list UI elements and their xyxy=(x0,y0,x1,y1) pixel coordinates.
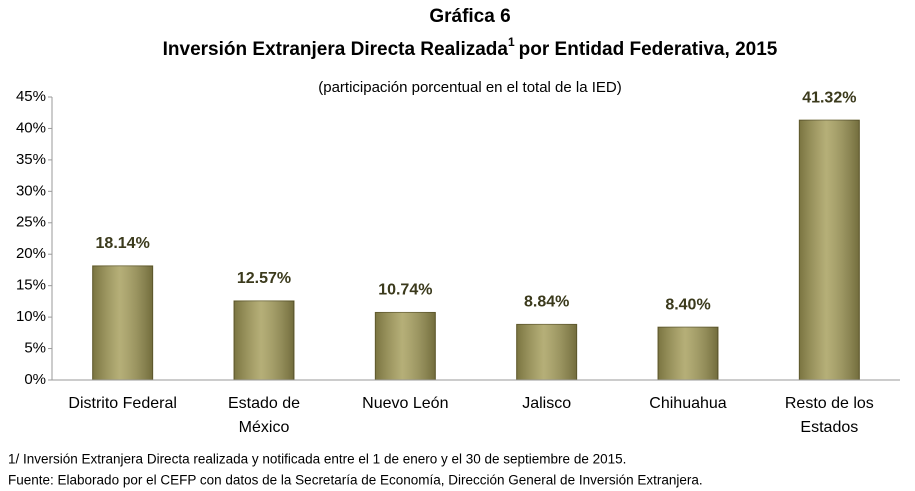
bar xyxy=(516,323,578,381)
y-tick-label: 35% xyxy=(16,151,46,168)
y-tick-label: 15% xyxy=(16,277,46,294)
value-label: 41.32% xyxy=(802,89,856,106)
value-label: 8.40% xyxy=(665,296,710,313)
y-tick-label: 10% xyxy=(16,308,46,325)
value-label: 8.84% xyxy=(524,294,569,311)
x-tick-label: Estados xyxy=(800,419,858,436)
bar xyxy=(798,119,860,381)
bar xyxy=(233,300,295,381)
x-tick-label: Estado de xyxy=(228,395,300,412)
y-tick-label: 40% xyxy=(16,119,46,136)
chart-subtitle: Inversión Extranjera Directa Realizada1 p… xyxy=(163,35,778,60)
chart-title: Gráfica 6 xyxy=(429,6,510,27)
y-tick-label: 5% xyxy=(24,340,46,357)
y-tick-label: 25% xyxy=(16,214,46,231)
x-tick-label: Nuevo León xyxy=(362,395,448,412)
x-tick-label: Chihuahua xyxy=(649,395,727,412)
x-tick-label: Jalisco xyxy=(522,395,571,412)
subtitle-superscript: 1 xyxy=(508,35,515,49)
y-tick-label: 30% xyxy=(16,182,46,199)
value-label: 12.57% xyxy=(237,270,291,287)
chart-caption: (participación porcentual en el total de… xyxy=(318,79,622,96)
subtitle-text: Inversión Extranjera Directa Realizada xyxy=(163,39,509,60)
y-tick-label: 20% xyxy=(16,245,46,262)
value-label: 10.74% xyxy=(378,282,432,299)
y-tick-label: 0% xyxy=(24,371,46,388)
source-note: Fuente: Elaborado por el CEFP con datos … xyxy=(8,473,703,488)
x-tick-label: México xyxy=(239,419,290,436)
y-tick-label: 45% xyxy=(16,88,46,105)
bar xyxy=(657,326,719,381)
footnote: 1/ Inversión Extranjera Directa realizad… xyxy=(8,452,626,467)
bar xyxy=(92,265,154,381)
x-tick-label: Resto de los xyxy=(785,395,874,412)
x-tick-label: Distrito Federal xyxy=(68,395,176,412)
subtitle-continuation: por Entidad Federativa, 2015 xyxy=(519,39,778,60)
bar xyxy=(374,311,436,381)
value-label: 18.14% xyxy=(96,235,150,252)
